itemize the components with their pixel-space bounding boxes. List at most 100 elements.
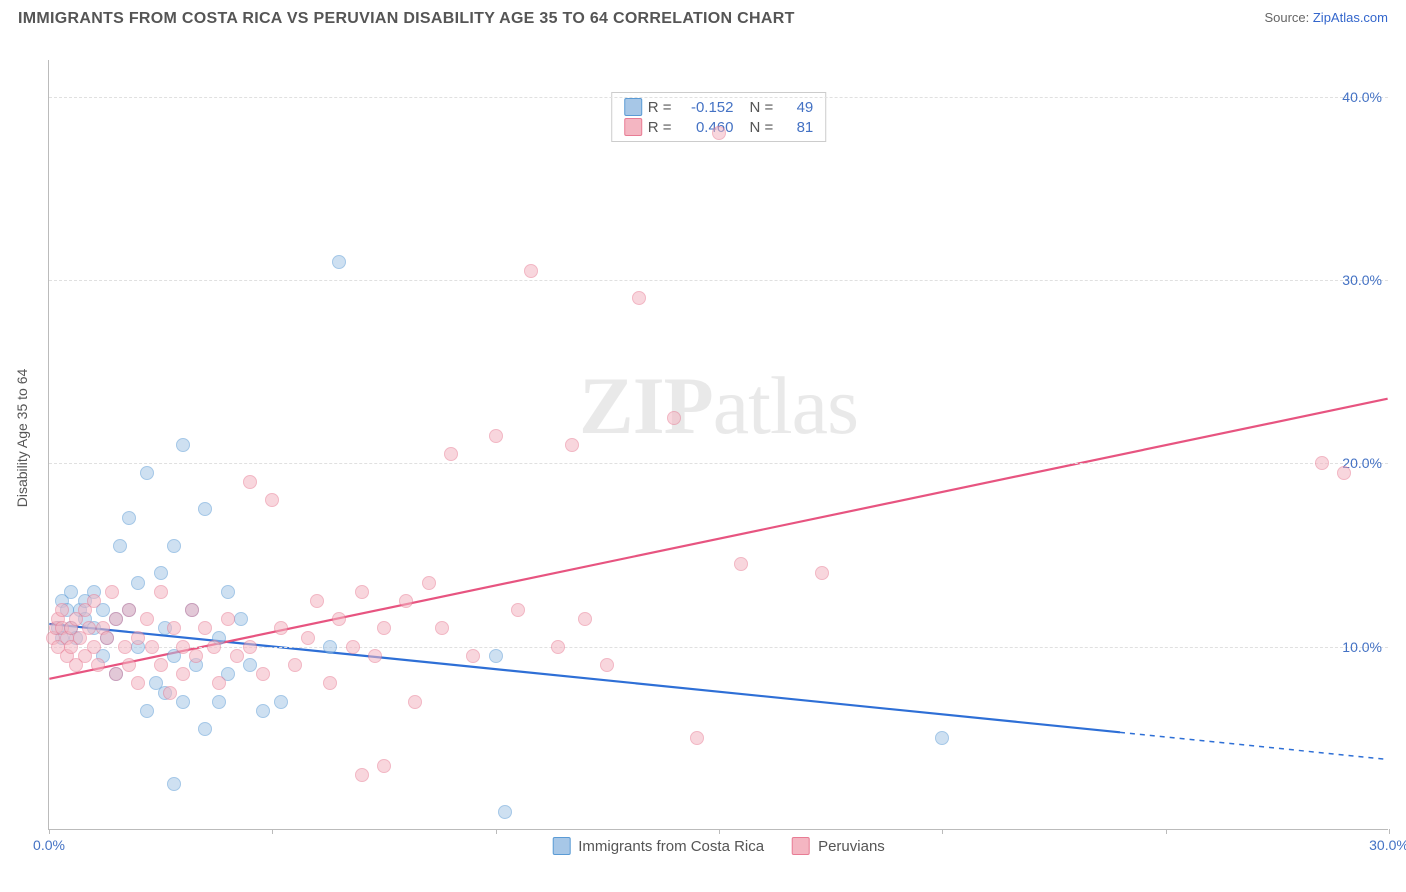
scatter-point	[355, 768, 369, 782]
scatter-point	[524, 264, 538, 278]
scatter-point	[489, 649, 503, 663]
scatter-point	[632, 291, 646, 305]
scatter-point	[122, 603, 136, 617]
y-tick-label: 30.0%	[1342, 272, 1382, 288]
scatter-point	[243, 658, 257, 672]
stat-r-label: R =	[648, 99, 672, 116]
source-link[interactable]: ZipAtlas.com	[1313, 10, 1388, 25]
scatter-point	[234, 612, 248, 626]
scatter-point	[310, 594, 324, 608]
legend-swatch	[624, 98, 642, 116]
scatter-point	[667, 411, 681, 425]
scatter-point	[145, 640, 159, 654]
scatter-point	[91, 658, 105, 672]
plot-area: ZIPatlas R = -0.152 N = 49 R = 0.460 N =…	[48, 60, 1388, 830]
legend-label: Immigrants from Costa Rica	[578, 838, 764, 855]
scatter-point	[118, 640, 132, 654]
legend-swatch	[552, 837, 570, 855]
trend-lines	[49, 60, 1388, 829]
scatter-point	[154, 566, 168, 580]
chart-title: IMMIGRANTS FROM COSTA RICA VS PERUVIAN D…	[18, 10, 795, 28]
legend-item: Immigrants from Costa Rica	[552, 837, 764, 855]
scatter-point	[256, 667, 270, 681]
scatter-point	[935, 731, 949, 745]
scatter-point	[131, 631, 145, 645]
stats-legend-row: R = -0.152 N = 49	[624, 97, 814, 117]
scatter-point	[212, 676, 226, 690]
stat-n-label: N =	[750, 119, 774, 136]
scatter-point	[498, 805, 512, 819]
scatter-point	[377, 759, 391, 773]
scatter-point	[189, 649, 203, 663]
scatter-point	[167, 621, 181, 635]
scatter-point	[167, 777, 181, 791]
x-tick-mark	[1389, 829, 1390, 834]
scatter-point	[154, 658, 168, 672]
scatter-point	[176, 695, 190, 709]
scatter-point	[355, 585, 369, 599]
scatter-point	[64, 585, 78, 599]
scatter-point	[1337, 466, 1351, 480]
scatter-point	[140, 466, 154, 480]
scatter-point	[466, 649, 480, 663]
legend-item: Peruvians	[792, 837, 885, 855]
scatter-point	[274, 695, 288, 709]
gridline	[49, 280, 1388, 281]
x-tick-mark	[49, 829, 50, 834]
scatter-point	[600, 658, 614, 672]
gridline	[49, 463, 1388, 464]
legend-label: Peruvians	[818, 838, 885, 855]
y-axis-label: Disability Age 35 to 64	[14, 369, 30, 508]
trend-line	[49, 399, 1387, 679]
scatter-point	[489, 429, 503, 443]
scatter-point	[87, 640, 101, 654]
scatter-point	[265, 493, 279, 507]
x-tick-mark	[942, 829, 943, 834]
scatter-point	[578, 612, 592, 626]
scatter-point	[301, 631, 315, 645]
scatter-point	[122, 511, 136, 525]
trend-line-extrapolated	[1120, 732, 1388, 759]
scatter-point	[212, 695, 226, 709]
x-tick-mark	[1166, 829, 1167, 834]
scatter-point	[399, 594, 413, 608]
scatter-point	[323, 676, 337, 690]
scatter-point	[109, 612, 123, 626]
scatter-point	[444, 447, 458, 461]
stat-n-label: N =	[750, 99, 774, 116]
scatter-point	[105, 585, 119, 599]
scatter-point	[140, 704, 154, 718]
x-tick-label: 0.0%	[33, 837, 65, 853]
scatter-point	[198, 621, 212, 635]
scatter-point	[131, 676, 145, 690]
scatter-point	[176, 667, 190, 681]
scatter-point	[55, 603, 69, 617]
x-tick-mark	[272, 829, 273, 834]
scatter-point	[176, 438, 190, 452]
source-attribution: Source: ZipAtlas.com	[1264, 10, 1388, 25]
scatter-point	[332, 255, 346, 269]
bottom-legend: Immigrants from Costa Rica Peruvians	[552, 837, 885, 855]
scatter-point	[274, 621, 288, 635]
scatter-point	[551, 640, 565, 654]
scatter-point	[198, 722, 212, 736]
scatter-point	[368, 649, 382, 663]
scatter-point	[377, 621, 391, 635]
scatter-point	[288, 658, 302, 672]
gridline	[49, 97, 1388, 98]
scatter-point	[243, 475, 257, 489]
source-prefix: Source:	[1264, 10, 1312, 25]
scatter-point	[435, 621, 449, 635]
scatter-point	[734, 557, 748, 571]
watermark: ZIPatlas	[579, 359, 858, 453]
scatter-point	[140, 612, 154, 626]
scatter-point	[332, 612, 346, 626]
scatter-point	[256, 704, 270, 718]
scatter-point	[87, 594, 101, 608]
scatter-point	[167, 539, 181, 553]
chart-container: Disability Age 35 to 64 ZIPatlas R = -0.…	[0, 30, 1406, 880]
stat-n-value: 81	[779, 119, 813, 136]
scatter-point	[207, 640, 221, 654]
scatter-point	[221, 612, 235, 626]
scatter-point	[221, 585, 235, 599]
